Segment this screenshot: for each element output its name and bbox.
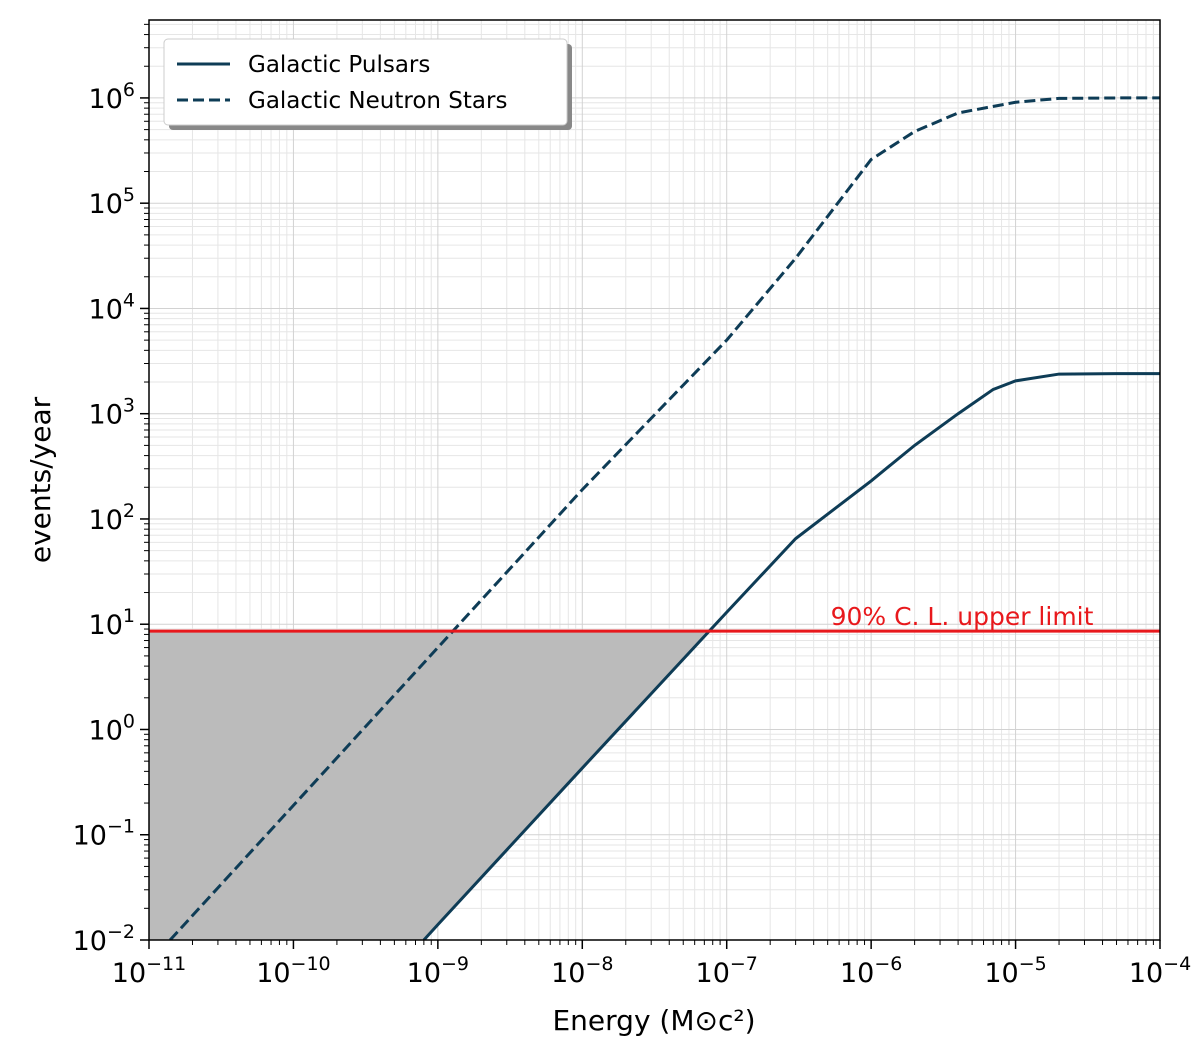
y-tick-label: 103 [89, 395, 135, 431]
legend-label: Galactic Neutron Stars [248, 88, 507, 114]
series-line [422, 372, 1160, 940]
x-tick-label: 10−7 [696, 953, 758, 989]
x-tick-label: 10−10 [256, 953, 330, 989]
x-tick-label: 10−11 [112, 953, 186, 989]
x-tick-label: 10−8 [551, 953, 613, 989]
shaded-region [149, 631, 710, 940]
y-tick-label: 100 [89, 710, 135, 746]
x-axis-label: Energy (M⊙c²) [552, 1004, 755, 1037]
y-tick-label: 102 [89, 500, 135, 536]
y-tick-label: 10−1 [73, 816, 135, 852]
y-axis-label: events/year [24, 396, 57, 563]
plot-area [149, 20, 1160, 940]
y-tick-label: 104 [89, 289, 135, 325]
y-tick-label: 10−2 [73, 921, 135, 957]
y-tick-label: 105 [89, 184, 135, 220]
y-tick-label: 106 [89, 79, 135, 115]
x-tick-label: 10−4 [1129, 953, 1191, 989]
series-line [168, 96, 1160, 940]
x-tick-label: 10−6 [840, 953, 902, 989]
legend-box [163, 38, 568, 126]
limit-label: 90% C. L. upper limit [831, 602, 1094, 631]
x-tick-label: 10−9 [407, 953, 469, 989]
legend-label: Galactic Pulsars [248, 52, 430, 78]
plot-frame [148, 19, 1161, 941]
x-tick-label: 10−5 [984, 953, 1046, 989]
y-tick-label: 101 [89, 605, 135, 641]
